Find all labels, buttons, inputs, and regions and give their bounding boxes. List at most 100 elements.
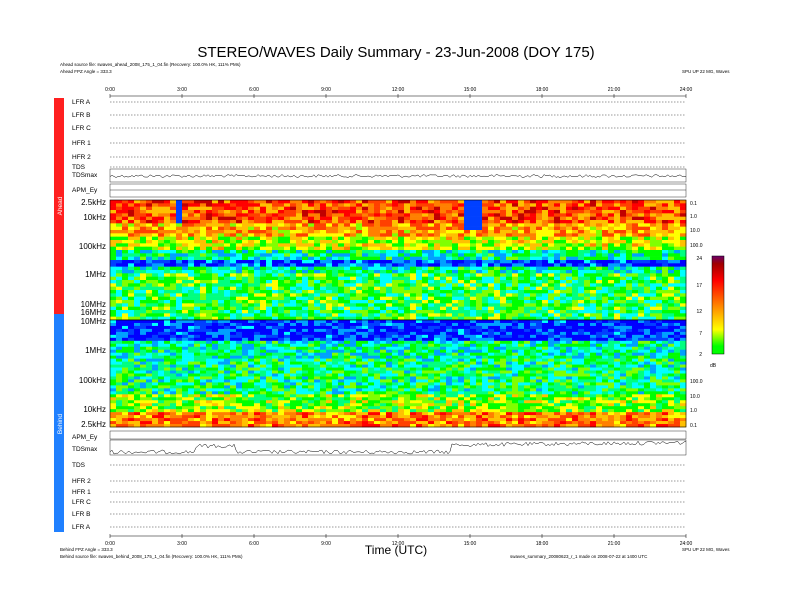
heatmap-cell bbox=[578, 303, 585, 307]
heatmap-cell bbox=[284, 230, 291, 234]
heatmap-cell bbox=[398, 340, 405, 345]
heatmap-cell bbox=[680, 316, 687, 321]
heatmap-cell bbox=[338, 276, 345, 281]
heatmap-cell bbox=[314, 253, 321, 257]
heatmap-cell bbox=[596, 233, 603, 237]
heatmap-cell bbox=[140, 236, 147, 241]
heatmap-cell bbox=[224, 290, 231, 294]
heatmap-cell bbox=[548, 331, 555, 336]
heatmap-cell bbox=[182, 296, 189, 301]
heatmap-cell bbox=[356, 328, 363, 333]
heatmap-cell bbox=[218, 213, 225, 217]
heatmap-cell bbox=[146, 358, 153, 362]
heatmap-cell bbox=[446, 220, 453, 224]
heatmap-cell bbox=[500, 328, 507, 333]
heatmap-cell bbox=[644, 328, 651, 333]
heatmap-cell bbox=[638, 328, 645, 333]
heatmap-cell bbox=[614, 210, 621, 214]
heatmap-cell bbox=[428, 236, 435, 241]
heatmap-cell bbox=[422, 346, 429, 351]
heatmap-cell bbox=[680, 206, 687, 211]
heatmap-cell bbox=[620, 334, 627, 339]
heatmap-cell bbox=[620, 340, 627, 345]
heatmap-cell bbox=[314, 200, 321, 204]
heatmap-cell bbox=[542, 213, 549, 217]
heatmap-cell bbox=[656, 210, 663, 214]
heatmap-cell bbox=[146, 240, 153, 244]
heatmap-cell bbox=[398, 355, 405, 359]
heatmap-cell bbox=[350, 316, 357, 321]
heatmap-cell bbox=[320, 313, 327, 317]
heatmap-cell bbox=[668, 243, 675, 247]
heatmap-cell bbox=[116, 313, 123, 317]
heatmap-cell bbox=[146, 213, 153, 217]
heatmap-cell bbox=[404, 206, 411, 211]
heatmap-cell bbox=[620, 290, 627, 294]
heatmap-cell bbox=[320, 256, 327, 261]
heatmap-cell bbox=[434, 358, 441, 362]
heatmap-cell bbox=[320, 296, 327, 301]
heatmap-cell bbox=[500, 276, 507, 281]
heatmap-cell bbox=[644, 296, 651, 301]
heatmap-cell bbox=[506, 253, 513, 257]
heatmap-cell bbox=[608, 213, 615, 217]
heatmap-cell bbox=[134, 200, 141, 204]
heatmap-cell bbox=[362, 263, 369, 267]
heatmap-cell bbox=[182, 263, 189, 267]
heatmap-cell bbox=[326, 236, 333, 241]
heatmap-cell bbox=[182, 200, 189, 204]
heatmap-cell bbox=[380, 303, 387, 307]
heatmap-cell bbox=[368, 343, 375, 348]
heatmap-cell bbox=[272, 270, 279, 274]
heatmap-cell bbox=[620, 361, 627, 365]
heatmap-cell bbox=[644, 246, 651, 251]
heatmap-cell bbox=[242, 300, 249, 304]
heatmap-cell bbox=[302, 358, 309, 362]
heatmap-cell bbox=[344, 322, 351, 327]
heatmap-cell bbox=[530, 290, 537, 294]
heatmap-cell bbox=[458, 340, 465, 345]
heatmap-cell bbox=[368, 346, 375, 351]
heatmap-cell bbox=[446, 230, 453, 234]
heatmap-cell bbox=[230, 250, 237, 254]
heatmap-cell bbox=[518, 316, 525, 321]
heatmap-cell bbox=[572, 328, 579, 333]
heatmap-cell bbox=[392, 361, 399, 365]
heatmap-cell bbox=[488, 322, 495, 327]
heatmap-cell bbox=[524, 256, 531, 261]
heatmap-cell bbox=[116, 243, 123, 247]
heatmap-cell bbox=[236, 325, 243, 330]
heatmap-cell bbox=[164, 300, 171, 304]
heatmap-cell bbox=[548, 223, 555, 227]
heatmap-cell bbox=[632, 256, 639, 261]
heatmap-cell bbox=[248, 290, 255, 294]
heatmap-cell bbox=[152, 236, 159, 241]
heatmap-cell bbox=[218, 343, 225, 348]
heatmap-cell bbox=[560, 206, 567, 211]
heatmap-cell bbox=[254, 364, 261, 368]
heatmap-cell bbox=[518, 352, 525, 356]
heatmap-cell bbox=[200, 322, 207, 327]
heatmap-cell bbox=[644, 346, 651, 351]
heatmap-cell bbox=[416, 213, 423, 217]
heatmap-cell bbox=[122, 355, 129, 359]
heatmap-cell bbox=[410, 233, 417, 237]
heatmap-cell bbox=[470, 346, 477, 351]
heatmap-cell bbox=[446, 273, 453, 277]
heatmap-cell bbox=[134, 320, 141, 324]
heatmap-cell bbox=[620, 206, 627, 211]
heatmap-cell bbox=[338, 306, 345, 311]
heatmap-cell bbox=[566, 280, 573, 284]
heatmap-cell bbox=[326, 206, 333, 211]
heatmap-cell bbox=[134, 293, 141, 297]
heatmap-cell bbox=[470, 280, 477, 284]
heatmap-cell bbox=[266, 226, 273, 231]
heatmap-cell bbox=[350, 233, 357, 237]
heatmap-cell bbox=[404, 313, 411, 317]
heatmap-cell bbox=[554, 300, 561, 304]
heatmap-cell bbox=[482, 352, 489, 356]
heatmap-cell bbox=[446, 236, 453, 241]
heatmap-cell bbox=[134, 310, 141, 314]
heatmap-cell bbox=[500, 352, 507, 356]
heatmap-cell bbox=[188, 230, 195, 234]
